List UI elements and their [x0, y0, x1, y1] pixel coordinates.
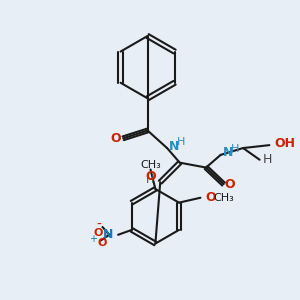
Text: O: O: [94, 228, 103, 238]
Text: CH₃: CH₃: [140, 160, 161, 170]
Text: N: N: [169, 140, 179, 153]
Text: O: O: [205, 191, 216, 204]
Text: O: O: [224, 178, 235, 190]
Text: CH₃: CH₃: [213, 193, 234, 203]
Text: +: +: [89, 234, 97, 244]
Text: H: H: [177, 137, 185, 147]
Text: N: N: [223, 146, 233, 159]
Text: OH: OH: [274, 137, 295, 150]
Text: N: N: [103, 228, 113, 241]
Text: -: -: [96, 218, 101, 232]
Text: O: O: [145, 170, 156, 184]
Text: H: H: [263, 153, 272, 166]
Text: O: O: [110, 132, 121, 145]
Text: O: O: [98, 238, 107, 248]
Text: H: H: [146, 175, 155, 185]
Text: H: H: [230, 144, 239, 154]
